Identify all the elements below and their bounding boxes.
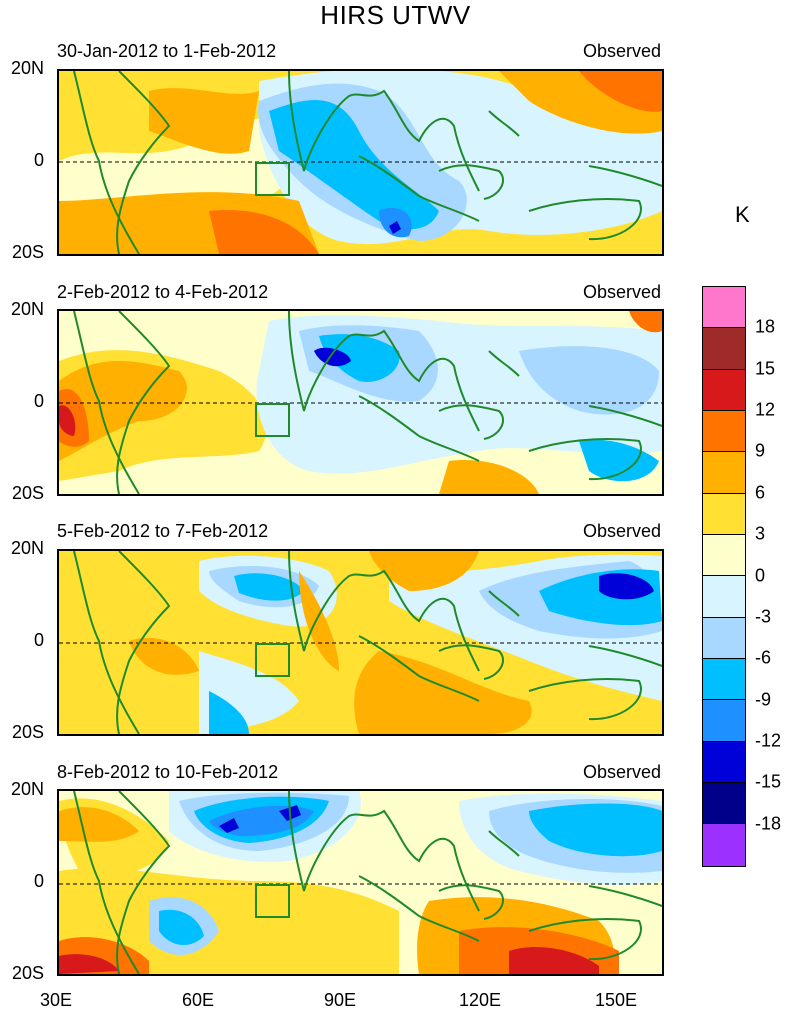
colorbar-label: -12 — [755, 730, 782, 751]
colorbar-label: 9 — [755, 440, 766, 461]
colorbar-swatch — [703, 741, 745, 784]
colorbar-swatch — [703, 411, 745, 453]
panel-3-ylab-0: 0 — [33, 630, 44, 650]
panel-4-period: 8-Feb-2012 to 10-Feb-2012 — [57, 762, 279, 782]
colorbar-swatch — [703, 452, 745, 494]
panel-3-label: Observed — [582, 521, 661, 541]
panel-2-ylab-20n: 20N — [10, 299, 44, 319]
colorbar-label: 0 — [755, 565, 766, 585]
colorbar-swatch — [703, 659, 745, 701]
colorbar-swatch — [703, 783, 745, 825]
colorbar-label: 12 — [755, 399, 776, 420]
colorbar-unit: K — [735, 202, 750, 227]
panel-3-map — [57, 549, 664, 736]
panel-1-period: 30-Jan-2012 to 1-Feb-2012 — [57, 41, 277, 61]
panel-2-ylab-0: 0 — [33, 391, 44, 411]
panel-4-ylab-20n: 20N — [10, 779, 44, 799]
panel-4-map — [57, 789, 664, 976]
colorbar-swatch — [703, 535, 745, 577]
colorbar-swatch — [703, 493, 745, 536]
colorbar-swatch — [703, 617, 745, 660]
x-tick-120e: 120E — [458, 990, 502, 1010]
x-tick-60e: 60E — [181, 990, 215, 1010]
panel-2-period: 2-Feb-2012 to 4-Feb-2012 — [57, 282, 269, 302]
panel-4-ylab-20s: 20S — [11, 963, 44, 983]
panel-2-ylab-20s: 20S — [11, 483, 44, 503]
panel-1-label: Observed — [582, 41, 661, 61]
panel-1-map — [57, 69, 664, 256]
colorbar-label: -18 — [755, 813, 782, 834]
colorbar-swatch — [703, 824, 745, 866]
colorbar-label: 18 — [755, 316, 776, 337]
colorbar-swatch — [703, 369, 745, 412]
panel-2-label: Observed — [582, 282, 661, 302]
colorbar-label: -15 — [755, 771, 782, 792]
x-tick-150e: 150E — [594, 990, 638, 1010]
panel-3-ylab-20n: 20N — [10, 538, 44, 558]
figure-title: HIRS UTWV — [320, 0, 471, 30]
colorbar-label: -3 — [755, 606, 772, 627]
panel-1-ylab-0: 0 — [33, 150, 44, 170]
panel-3-period: 5-Feb-2012 to 7-Feb-2012 — [57, 521, 269, 541]
panel-1-ylab-20n: 20N — [10, 58, 44, 78]
colorbar-swatch — [703, 287, 745, 329]
colorbar-swatch — [703, 328, 745, 370]
panel-4-label: Observed — [582, 762, 661, 782]
x-tick-30e: 30E — [39, 990, 73, 1010]
colorbar-label: 6 — [755, 482, 766, 503]
panel-4-ylab-0: 0 — [33, 871, 44, 891]
panel-2-map — [57, 309, 664, 496]
colorbar-label: -6 — [755, 647, 772, 668]
colorbar — [702, 286, 746, 867]
colorbar-label: -9 — [755, 689, 772, 710]
panel-1-ylab-20s: 20S — [11, 242, 44, 262]
colorbar-label: 3 — [755, 523, 766, 544]
panel-3-ylab-20s: 20S — [11, 722, 44, 742]
colorbar-swatch — [703, 700, 745, 742]
x-tick-90e: 90E — [323, 990, 357, 1010]
colorbar-swatch — [703, 576, 745, 618]
colorbar-label: 15 — [755, 358, 776, 379]
